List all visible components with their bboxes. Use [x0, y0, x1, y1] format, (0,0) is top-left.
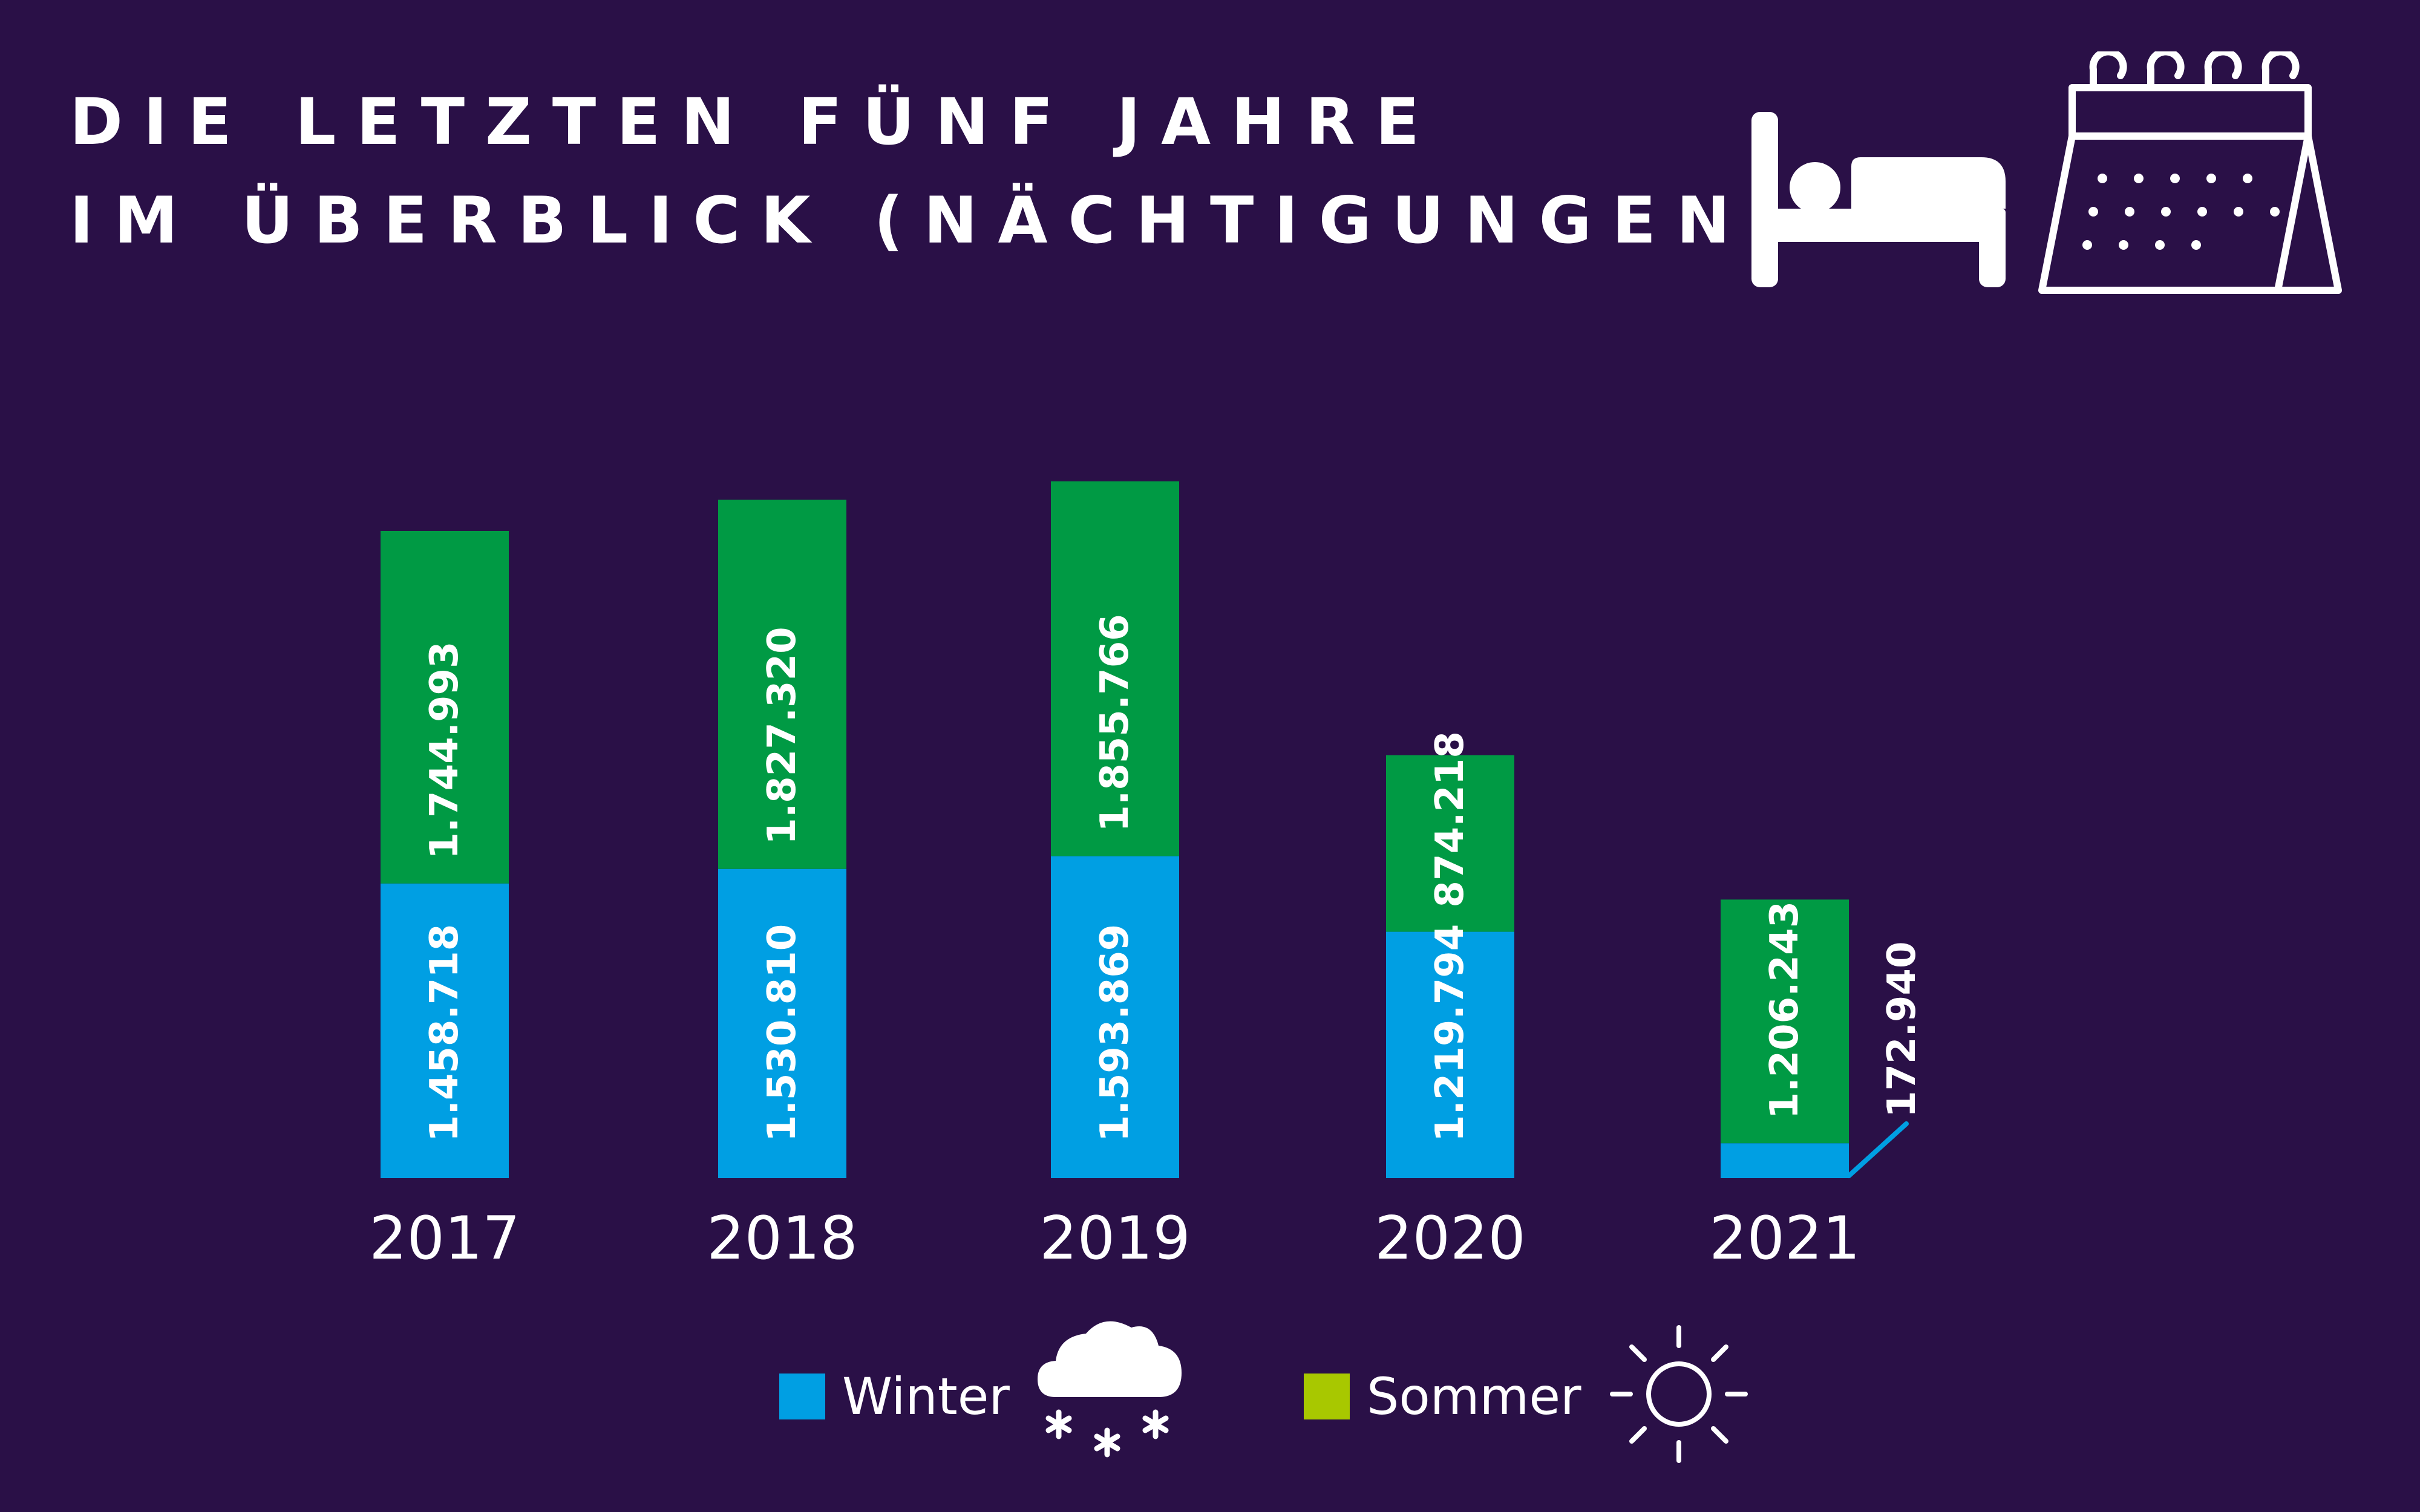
legend-label-winter: Winter	[842, 1367, 1010, 1426]
calendar-icon	[2038, 51, 2342, 294]
bar-winter-2021	[1721, 1143, 1849, 1178]
x-tick-label-2017: 2017	[369, 1204, 520, 1273]
bar-sommer-2020	[1386, 755, 1514, 932]
legend-item-winter: Winter	[779, 1367, 1010, 1426]
bed-icon	[1751, 112, 2006, 287]
bar-sommer-2018	[718, 500, 846, 869]
legend-label-sommer: Sommer	[1367, 1367, 1581, 1426]
value-label-winter-2018: 1.530.810	[760, 924, 805, 1142]
legend: Winter Sommer	[0, 1312, 2420, 1494]
value-label-sommer-2021: 1.206.243	[1762, 901, 1807, 1119]
bar-winter-2017	[381, 883, 509, 1178]
x-tick-label-2018: 2018	[707, 1204, 857, 1273]
legend-item-sommer: Sommer	[1304, 1367, 1581, 1426]
value-label-sommer-2019: 1.855.766	[1093, 614, 1137, 832]
stacked-bar-chart: 1.458.718 1.744.993 2017 1.530.810 1.827.320…	[369, 481, 1925, 1273]
bar-winter-2019	[1051, 856, 1179, 1178]
legend-swatch-sommer	[1304, 1374, 1350, 1419]
chart-title: DIE LETZTEN FÜNF JAHRE IM ÜBERBLICK (NÄC…	[70, 73, 1800, 270]
title-line-1: DIE LETZTEN FÜNF JAHRE	[70, 85, 1440, 159]
legend-swatch-winter	[779, 1374, 825, 1419]
bar-winter-2020	[1386, 931, 1514, 1178]
x-tick-label-2021: 2021	[1709, 1204, 1860, 1273]
title-line-2: IM ÜBERBLICK (NÄCHTIGUNGEN)	[70, 183, 1801, 258]
value-label-sommer-2018: 1.827.320	[760, 627, 805, 844]
x-tick-label-2020: 2020	[1375, 1204, 1525, 1273]
value-label-winter-2021: 172.940	[1880, 942, 1925, 1118]
snow-cloud-icon	[1038, 1321, 1182, 1458]
value-label-winter-2019: 1.593.869	[1093, 924, 1137, 1142]
value-label-winter-2020: 1.219.794	[1428, 924, 1473, 1142]
bar-sommer-2021	[1721, 899, 1849, 1144]
value-label-winter-2017: 1.458.718	[422, 924, 467, 1142]
value-label-sommer-2020: 874.218	[1428, 731, 1473, 908]
sun-icon	[1610, 1325, 1748, 1463]
leader-line-winter-2021	[1846, 1121, 1909, 1179]
value-label-sommer-2017: 1.744.993	[422, 641, 467, 859]
bar-sommer-2019	[1051, 481, 1179, 856]
x-tick-label-2019: 2019	[1039, 1204, 1190, 1273]
bar-sommer-2017	[381, 530, 509, 884]
bar-winter-2018	[718, 868, 846, 1178]
